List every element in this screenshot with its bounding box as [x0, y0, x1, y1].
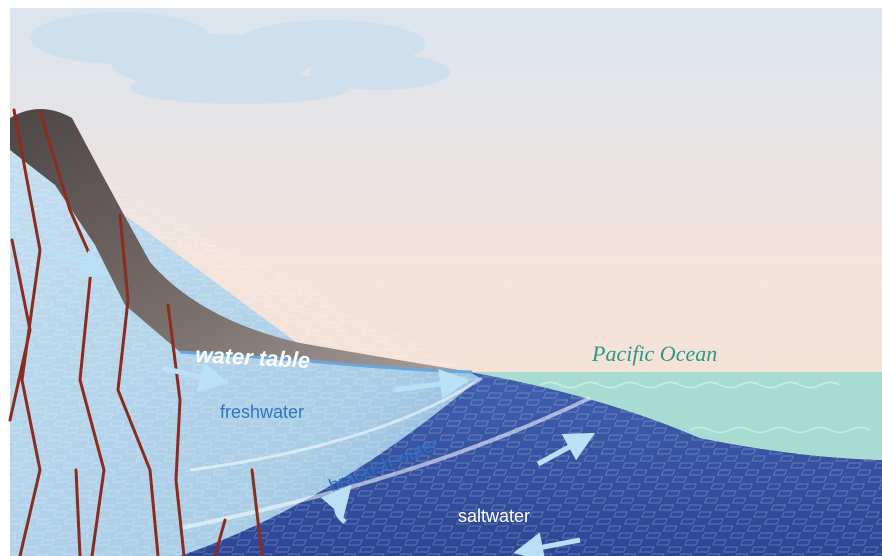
- freshwater-label: freshwater: [220, 402, 304, 422]
- ocean: [470, 372, 882, 460]
- saltwater-label: saltwater: [458, 506, 530, 526]
- rock-texture: [10, 130, 882, 556]
- water-table-label: water table: [195, 342, 311, 373]
- ocean-label: Pacific Ocean: [591, 341, 717, 366]
- flow-arrows: [46, 245, 596, 556]
- waves: [539, 381, 871, 434]
- clouds: [30, 12, 450, 104]
- mountain: [10, 109, 472, 372]
- dikes: [8, 108, 264, 556]
